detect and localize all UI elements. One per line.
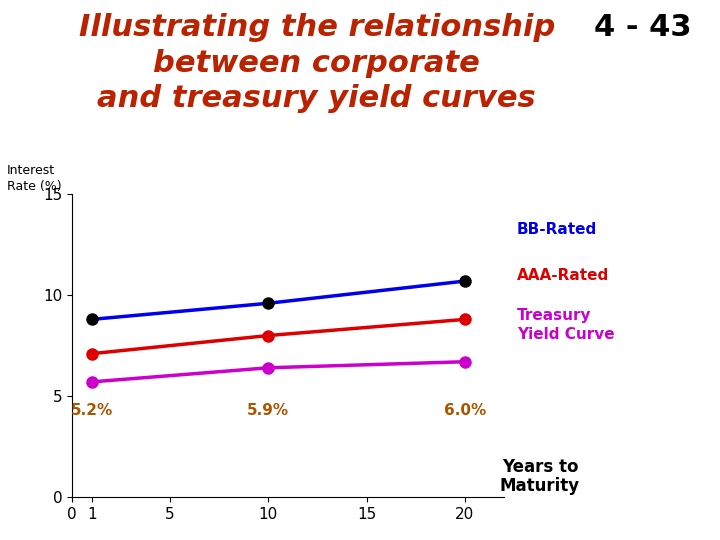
- Text: between corporate: between corporate: [153, 49, 480, 78]
- Text: and treasury yield curves: and treasury yield curves: [97, 84, 536, 113]
- Text: Illustrating the relationship: Illustrating the relationship: [78, 14, 555, 43]
- Text: Years to: Years to: [502, 458, 578, 476]
- Text: Rate (%): Rate (%): [7, 180, 62, 193]
- Text: Treasury: Treasury: [517, 308, 591, 323]
- Text: 4 - 43: 4 - 43: [594, 14, 691, 43]
- Text: 5.9%: 5.9%: [247, 403, 289, 417]
- Text: 6.0%: 6.0%: [444, 403, 486, 417]
- Text: 5.2%: 5.2%: [71, 403, 113, 417]
- Text: Interest: Interest: [7, 164, 55, 177]
- Text: Yield Curve: Yield Curve: [517, 327, 615, 342]
- Text: Maturity: Maturity: [500, 477, 580, 495]
- Text: BB-Rated: BB-Rated: [517, 222, 597, 237]
- Text: AAA-Rated: AAA-Rated: [517, 268, 609, 283]
